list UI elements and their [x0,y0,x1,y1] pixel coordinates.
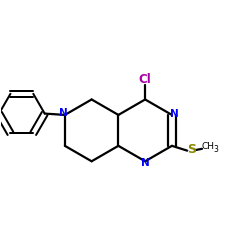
Text: Cl: Cl [139,73,151,86]
Text: N: N [141,158,150,168]
Text: N: N [170,109,178,119]
Text: 3: 3 [214,144,219,154]
Text: S: S [188,143,196,156]
Text: N: N [59,108,68,118]
Text: CH: CH [202,142,215,151]
